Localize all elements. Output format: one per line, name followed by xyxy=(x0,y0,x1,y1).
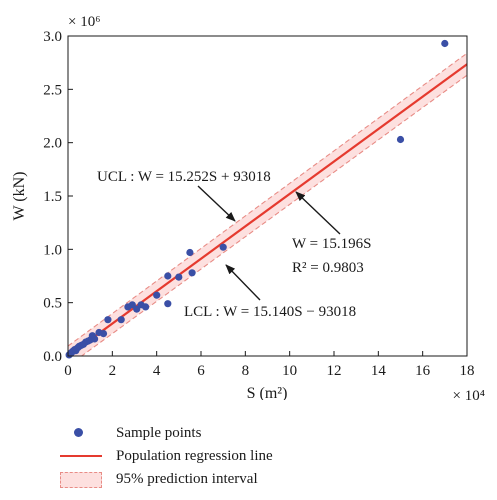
ucl-arrow xyxy=(197,185,236,222)
y-tick-label: 1.0 xyxy=(43,242,62,258)
sample-point-marker-icon xyxy=(60,422,102,444)
x-tick-label: 16 xyxy=(415,363,431,379)
y-tick-label: 0.0 xyxy=(43,349,62,365)
r-squared: R² = 0.9803 xyxy=(292,260,364,276)
legend-label-prediction-interval: 95% prediction interval xyxy=(116,470,258,487)
y-tick-label: 2.0 xyxy=(43,136,62,152)
x-tick-label: 10 xyxy=(282,363,297,379)
sample-point xyxy=(153,291,161,299)
lcl-annotation: LCL : W = 15.140S − 93018 xyxy=(184,304,356,320)
x-tick-label: 0 xyxy=(64,363,72,379)
sample-point xyxy=(164,272,172,280)
prediction-band-icon xyxy=(60,468,102,490)
prediction-band-layer xyxy=(68,52,467,356)
x-tick-label: 12 xyxy=(327,363,342,379)
sample-point xyxy=(188,269,196,277)
legend-label-sample-points: Sample points xyxy=(116,424,202,441)
sample-point xyxy=(117,316,125,324)
sample-point xyxy=(175,273,183,281)
y-multiplier: × 10⁶ xyxy=(68,14,100,30)
legend-item-prediction-interval: 95% prediction interval xyxy=(60,468,258,490)
y-tick-label: 3.0 xyxy=(43,29,62,45)
axis-ticks: 0 2 4 6 8 10 12 14 16 18 0.0 0.5 1.0 1.5 2.0 2.5 3.0 xyxy=(43,29,474,379)
x-multiplier: × 10⁴ xyxy=(453,388,485,400)
prediction-upper-bound xyxy=(68,52,467,347)
legend-item-sample-points: Sample points xyxy=(60,422,201,444)
sample-point xyxy=(219,243,227,251)
y-tick-label: 1.5 xyxy=(43,189,62,205)
x-tick-label: 8 xyxy=(242,363,250,379)
x-tick-label: 4 xyxy=(153,363,161,379)
sample-point xyxy=(441,39,449,48)
sample-point xyxy=(142,303,150,311)
y-tick-label: 2.5 xyxy=(43,82,62,98)
sample-point xyxy=(133,305,141,313)
annotations: UCL : W = 15.252S + 93018 LCL : W = 15.1… xyxy=(97,169,371,320)
x-tick-label: 2 xyxy=(109,363,117,379)
y-tick-label: 0.5 xyxy=(43,296,62,312)
legend-label-regression-line: Population regression line xyxy=(116,447,273,464)
sample-point xyxy=(128,301,136,309)
fit-arrow xyxy=(295,191,341,235)
x-tick-label: 18 xyxy=(460,363,475,379)
sample-point xyxy=(164,300,172,308)
sample-point xyxy=(91,335,99,343)
legend-item-regression-line: Population regression line xyxy=(60,445,273,467)
points-layer xyxy=(65,39,449,359)
sample-point xyxy=(99,330,108,338)
prediction-lower-bound xyxy=(80,74,467,356)
fit-equation: W = 15.196S xyxy=(292,236,371,252)
x-tick-label: 6 xyxy=(197,363,205,379)
x-tick-label: 14 xyxy=(371,363,387,379)
scatter-chart: 0 2 4 6 8 10 12 14 16 18 0.0 0.5 1.0 1.5 2.0 2.5 3.0 × 1… xyxy=(11,14,485,400)
prediction-band-area xyxy=(68,53,467,356)
regression-line-icon xyxy=(60,445,102,467)
x-axis-label: S (m²) xyxy=(247,385,288,400)
sample-point xyxy=(396,135,405,144)
sample-point xyxy=(186,248,194,257)
y-axis-label: W (kN) xyxy=(11,171,28,220)
sample-point xyxy=(104,316,112,324)
lcl-arrow xyxy=(225,264,261,301)
ucl-annotation: UCL : W = 15.252S + 93018 xyxy=(97,169,271,185)
